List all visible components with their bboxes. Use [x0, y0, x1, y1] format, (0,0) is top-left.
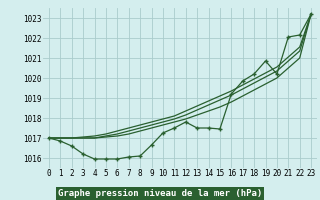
Text: Graphe pression niveau de la mer (hPa): Graphe pression niveau de la mer (hPa) [58, 189, 262, 198]
